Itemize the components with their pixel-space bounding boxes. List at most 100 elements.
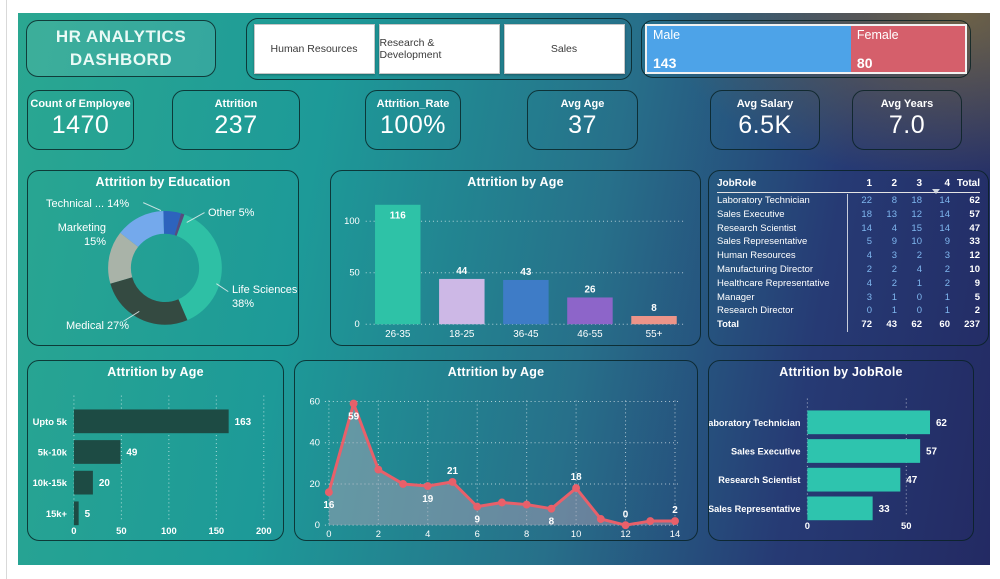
filter-button-sales[interactable]: Sales (503, 24, 625, 74)
row-label: Research Scientist (717, 222, 797, 234)
attrition-by-salary-band-card: Attrition by Age 0 50 100 150 200 163 Upto 5k 4… (27, 360, 284, 541)
gender-split-bar: Male 143 Female 80 (645, 24, 967, 74)
row-label: Manager (717, 291, 755, 303)
salary-band-bar-chart[interactable]: 0 50 100 150 200 163 Upto 5k 49 5k-10k 20 10k-15k 5… (28, 361, 283, 540)
svg-text:0: 0 (805, 520, 810, 531)
cell-value: 4 (847, 249, 872, 263)
svg-text:Upto 5k: Upto 5k (33, 416, 68, 427)
row-total: 9 (974, 277, 980, 289)
kpi-label: Avg Salary (736, 98, 794, 110)
kpi-value: 7.0 (888, 111, 926, 139)
svg-text:10: 10 (571, 528, 581, 539)
table-row[interactable]: Sales Executive 18 13 12 14 57 (717, 207, 980, 222)
svg-text:0: 0 (315, 519, 320, 530)
kpi-label: Avg Years (880, 98, 934, 110)
svg-text:18: 18 (571, 472, 582, 483)
kpi-label: Attrition (214, 98, 258, 110)
row-total: 47 (969, 222, 980, 234)
attrition-by-jobrole-card: Attrition by JobRole 0 50 62 Laboratory Tec… (708, 360, 974, 541)
cell-value: 9 (891, 236, 897, 248)
male-segment[interactable]: Male 143 (647, 26, 851, 72)
cell-value: 4 (847, 276, 872, 291)
svg-text:200: 200 (256, 525, 272, 536)
svg-text:Sales Executive: Sales Executive (731, 446, 800, 456)
svg-text:49: 49 (126, 447, 137, 458)
svg-text:0: 0 (623, 509, 629, 520)
svg-text:50: 50 (349, 267, 359, 278)
donut-label-life-sciences: Life Sciences 38% (232, 284, 298, 311)
cell-value: 12 (911, 208, 922, 220)
cell-value: 1 (944, 305, 950, 317)
svg-text:8: 8 (524, 528, 529, 539)
table-header-row: JobRole 1 2 3 4 Total (717, 175, 980, 194)
chart-title: Attrition by JobRole (779, 365, 903, 379)
svg-text:0: 0 (355, 318, 360, 329)
kpi-value: 1470 (51, 111, 110, 139)
svg-text:Research Scientist: Research Scientist (718, 475, 800, 485)
total-cell-value: 43 (886, 319, 897, 331)
svg-text:163: 163 (235, 417, 252, 428)
cell-value: 1 (891, 305, 897, 317)
jobrole-bar-chart[interactable]: 0 50 62 Laboratory Technician 57 Sales Execut… (709, 361, 973, 540)
svg-text:55+: 55+ (646, 329, 663, 340)
kpi-avg-salary: Avg Salary 6.5K (710, 90, 820, 150)
years-line-chart[interactable]: 0 20 40 60 0 2 4 6 8 10 12 14 16 59 19 21 9 8 18 0 2 (295, 361, 697, 540)
cell-value: 2 (916, 250, 922, 262)
cell-value: 15 (911, 222, 922, 234)
table-row[interactable]: Research Scientist 14 4 15 14 47 (717, 221, 980, 236)
cell-value: 2 (847, 262, 872, 277)
donut-label-marketing: Marketing 15% (57, 222, 106, 249)
svg-text:50: 50 (116, 525, 126, 536)
svg-text:2: 2 (672, 505, 678, 516)
age-bar-chart[interactable]: 0 50 100 116 26-35 44 18-25 43 36-45 26 46-55 8 55+ (331, 171, 700, 345)
table-row[interactable]: Total 72 43 62 60 237 (717, 318, 980, 332)
svg-text:21: 21 (447, 466, 458, 477)
svg-text:26-35: 26-35 (385, 329, 411, 340)
table-row[interactable]: Sales Representative 5 9 10 9 33 (717, 235, 980, 250)
table-row[interactable]: Laboratory Technician 22 8 18 14 62 (717, 194, 980, 208)
jobrole-matrix-table[interactable]: JobRole 1 2 3 4 Total Laboratory Technician 22 8… (709, 171, 988, 345)
education-donut-chart[interactable] (28, 171, 298, 345)
svg-text:33: 33 (879, 504, 890, 515)
col-header-4: 4 (944, 178, 950, 189)
cell-value: 22 (847, 194, 872, 208)
total-cell-value: 72 (847, 318, 872, 332)
svg-text:100: 100 (161, 525, 177, 536)
filter-button-research-development[interactable]: Research & Development (378, 24, 500, 74)
table-row[interactable]: Manufacturing Director 2 2 4 2 10 (717, 262, 980, 277)
svg-text:19: 19 (422, 494, 433, 505)
cell-value: 5 (847, 235, 872, 250)
kpi-count-of-employee: Count of Employee 1470 (27, 90, 134, 150)
table-row[interactable]: Research Director 0 1 0 1 2 (717, 304, 980, 319)
filter-button-human-resources[interactable]: Human Resources (253, 24, 375, 74)
cell-value: 14 (939, 195, 950, 206)
svg-text:46-55: 46-55 (577, 329, 603, 340)
table-row[interactable]: Manager 3 1 0 1 5 (717, 290, 980, 305)
female-segment[interactable]: Female 80 (850, 26, 965, 72)
dashboard-canvas: HR ANALYTICS DASHBORD Human Resources Re… (18, 13, 990, 565)
attrition-by-age-bar-card: Attrition by Age 0 50 100 116 26-35 44 18-25 43… (330, 170, 701, 346)
svg-text:0: 0 (326, 528, 331, 539)
kpi-label: Attrition_Rate (376, 98, 450, 110)
sort-indicator-icon[interactable] (932, 189, 940, 194)
row-label: Sales Executive (717, 208, 785, 220)
cell-value: 18 (911, 195, 922, 206)
grand-total: 237 (964, 319, 980, 331)
donut-label-technical: Technical ... 14% (46, 198, 130, 210)
svg-text:16: 16 (323, 500, 334, 511)
table-row[interactable]: Human Resources 4 3 2 3 12 (717, 249, 980, 263)
kpi-value: 237 (214, 111, 258, 139)
svg-text:8: 8 (549, 517, 555, 528)
chart-title: Attrition by Age (467, 175, 564, 189)
cell-value: 1 (891, 291, 897, 303)
table-row[interactable]: Healthcare Representative 4 2 1 2 9 (717, 276, 980, 291)
kpi-attrition: Attrition 237 (172, 90, 300, 150)
svg-text:40: 40 (310, 437, 320, 448)
cell-value: 1 (944, 291, 950, 303)
svg-text:0: 0 (71, 525, 76, 536)
cell-value: 10 (911, 236, 922, 248)
female-label: Female (856, 28, 899, 42)
cell-value: 3 (944, 250, 950, 262)
cell-value: 3 (891, 250, 897, 262)
cell-value: 4 (916, 263, 922, 275)
